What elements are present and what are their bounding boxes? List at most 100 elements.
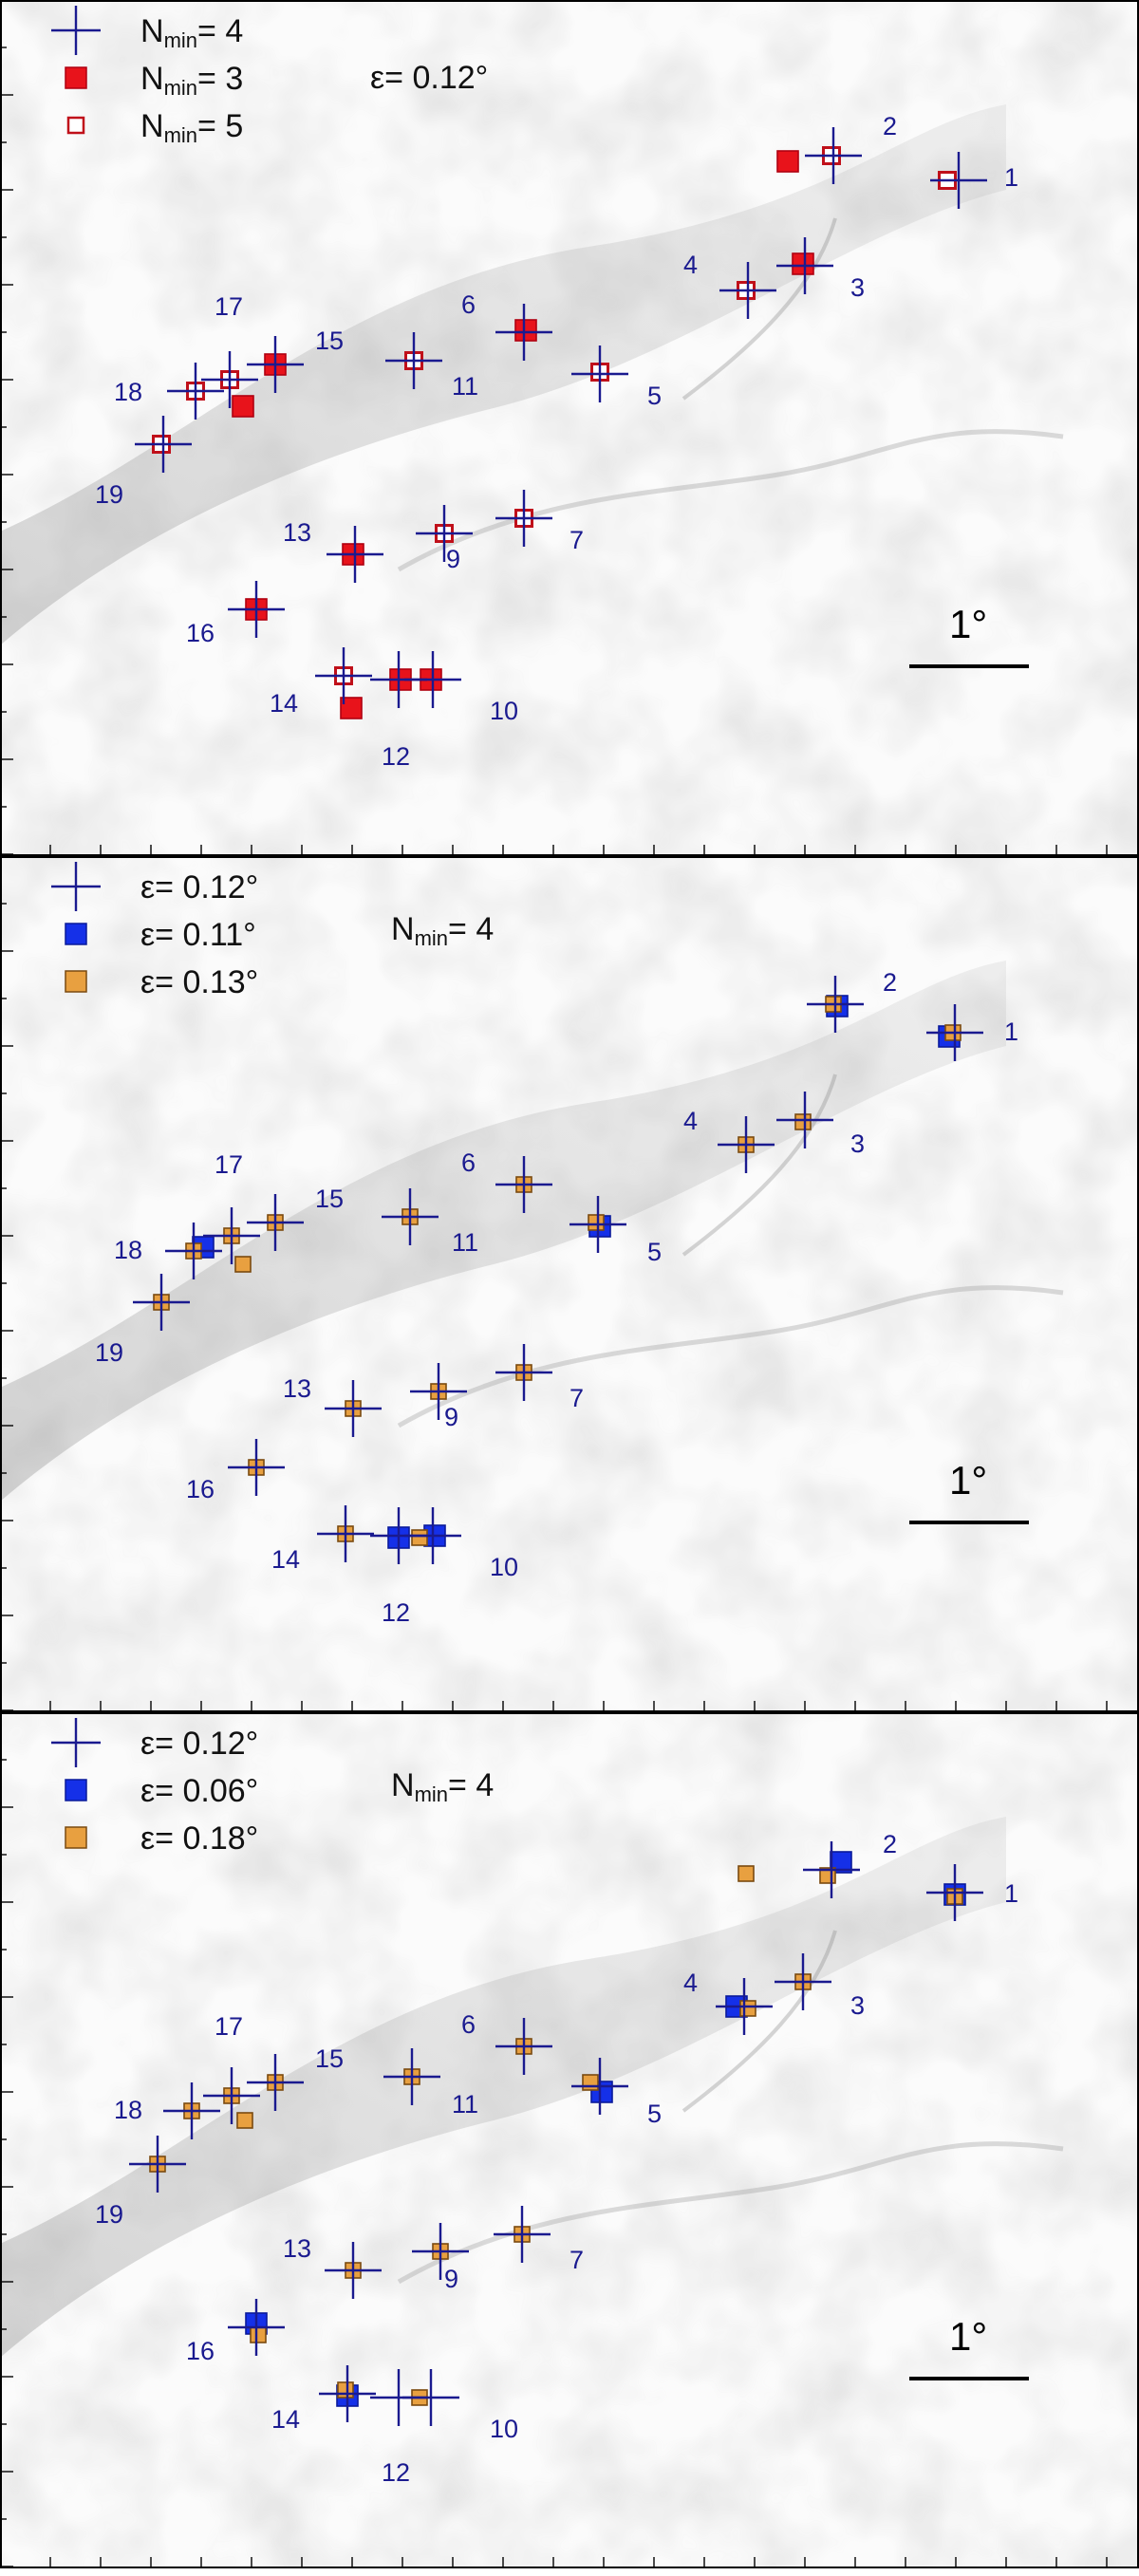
- cross-point: [410, 1363, 467, 1420]
- cross-point: [203, 1207, 260, 1264]
- legend-filled-blue-square-marker: [65, 1779, 87, 1801]
- filled-orange-square-point: [588, 1214, 605, 1231]
- cross-point: [228, 2299, 285, 2356]
- point-label: 1: [1004, 163, 1018, 192]
- legend-filled-orange-square-marker: [65, 970, 87, 993]
- cross-point: [228, 1439, 285, 1496]
- filament-streak: [397, 1285, 1064, 1428]
- cross-point: [133, 1274, 190, 1331]
- cross-point: [165, 1223, 222, 1279]
- point-label: 18: [114, 378, 142, 406]
- scale-bar-label: 1°: [949, 1458, 987, 1503]
- panel-annotation: Nmin= 4: [391, 911, 494, 950]
- point-label: 18: [114, 1236, 142, 1264]
- point-label: 3: [850, 273, 865, 302]
- point-label: 3: [850, 1129, 865, 1158]
- cross-point: [495, 1156, 552, 1213]
- point-label: 10: [490, 2415, 518, 2443]
- legend-entry-text: ε= 0.12°: [140, 1726, 258, 1762]
- point-label: 12: [382, 1598, 410, 1627]
- point-label: 10: [490, 697, 518, 725]
- filled-orange-square-point: [236, 2112, 253, 2129]
- cross-point: [495, 1344, 552, 1401]
- cross-point: [163, 2082, 220, 2139]
- cross-point: [201, 351, 258, 408]
- legend-entry-text: ε= 0.18°: [140, 1820, 258, 1857]
- filled-orange-square-point: [411, 1529, 428, 1546]
- filament-streak: [682, 1073, 837, 1257]
- point-label: 15: [315, 1185, 344, 1213]
- legend: ε= 0.12° ε= 0.06° ε= 0.18°: [51, 1718, 258, 1857]
- point-label: 17: [215, 292, 243, 321]
- cross-point: [135, 416, 192, 473]
- cross-point: [247, 1194, 304, 1251]
- legend-filled-red-square-marker: [65, 66, 87, 89]
- point-label: 15: [315, 2044, 344, 2073]
- point-label: 2: [883, 1830, 897, 1858]
- cross-point: [129, 2136, 186, 2193]
- series-cross: [135, 127, 987, 708]
- legend-open-square-marker: [66, 116, 85, 135]
- cross-point: [807, 976, 864, 1033]
- cross-point: [327, 526, 383, 583]
- filled-orange-square-point: [738, 1865, 755, 1882]
- point-label: 13: [283, 2234, 311, 2263]
- cross-point: [382, 1188, 439, 1245]
- cross-point: [495, 490, 552, 547]
- point-label: 7: [570, 1384, 584, 1412]
- filament-shadow: [0, 961, 1006, 1502]
- legend-entry-text: ε= 0.11°: [140, 917, 256, 953]
- cross-point: [325, 1380, 382, 1437]
- legend-entry-text: ε= 0.13°: [140, 964, 258, 1000]
- cross-point: [805, 127, 862, 184]
- point-label: 4: [683, 1969, 698, 1997]
- point-label: 9: [444, 1403, 458, 1431]
- point-label: 11: [452, 1228, 478, 1257]
- cross-point: [315, 647, 372, 704]
- point-label: 16: [186, 1475, 215, 1503]
- filled-orange-square-point: [337, 2381, 354, 2399]
- point-label: 19: [95, 1338, 123, 1367]
- panel-frame: [0, 856, 1139, 1712]
- scale-bar-label: 1°: [949, 602, 987, 646]
- legend-entry-text: Nmin= 4: [140, 13, 243, 52]
- filled-red-square-point: [776, 150, 799, 173]
- point-label: 5: [647, 382, 662, 410]
- point-label: 15: [315, 327, 344, 355]
- point-label: 2: [883, 968, 897, 997]
- cross-point: [247, 336, 304, 393]
- cross-point: [571, 345, 628, 402]
- cross-point: [571, 2058, 628, 2115]
- cross-point: [317, 1505, 374, 1562]
- point-label: 7: [570, 2246, 584, 2274]
- point-label: 2: [883, 112, 897, 140]
- point-label: 13: [283, 518, 311, 547]
- cross-point: [412, 2223, 469, 2280]
- cross-point: [494, 2206, 551, 2263]
- panel-annotation: ε= 0.12°: [370, 60, 488, 96]
- cross-point: [325, 2242, 382, 2299]
- point-label: 9: [444, 2265, 458, 2293]
- point-label: 11: [452, 372, 478, 401]
- filled-orange-square-point: [582, 2074, 599, 2091]
- legend-entry-text: ε= 0.12°: [140, 869, 258, 905]
- legend: ε= 0.12° ε= 0.11° ε= 0.13°: [51, 862, 258, 1000]
- panel-frame: [0, 0, 1139, 856]
- point-label: 19: [95, 2200, 123, 2229]
- point-label: 5: [647, 1238, 662, 1266]
- cross-point: [803, 1841, 860, 1898]
- cross-point: [776, 1092, 833, 1148]
- legend-entry-text: Nmin= 3: [140, 61, 243, 100]
- point-label: 5: [647, 2100, 662, 2128]
- point-label: 17: [215, 2012, 243, 2041]
- point-label: 6: [461, 290, 476, 319]
- filament-shadow: [0, 104, 1006, 645]
- point-label: 9: [446, 545, 460, 573]
- point-label: 10: [490, 1553, 518, 1581]
- panel-bottom: ε= 0.12°ε= 0.06°ε= 0.18°Nmin= 41°1234567…: [0, 1712, 1139, 2568]
- filled-red-square-point: [232, 395, 254, 418]
